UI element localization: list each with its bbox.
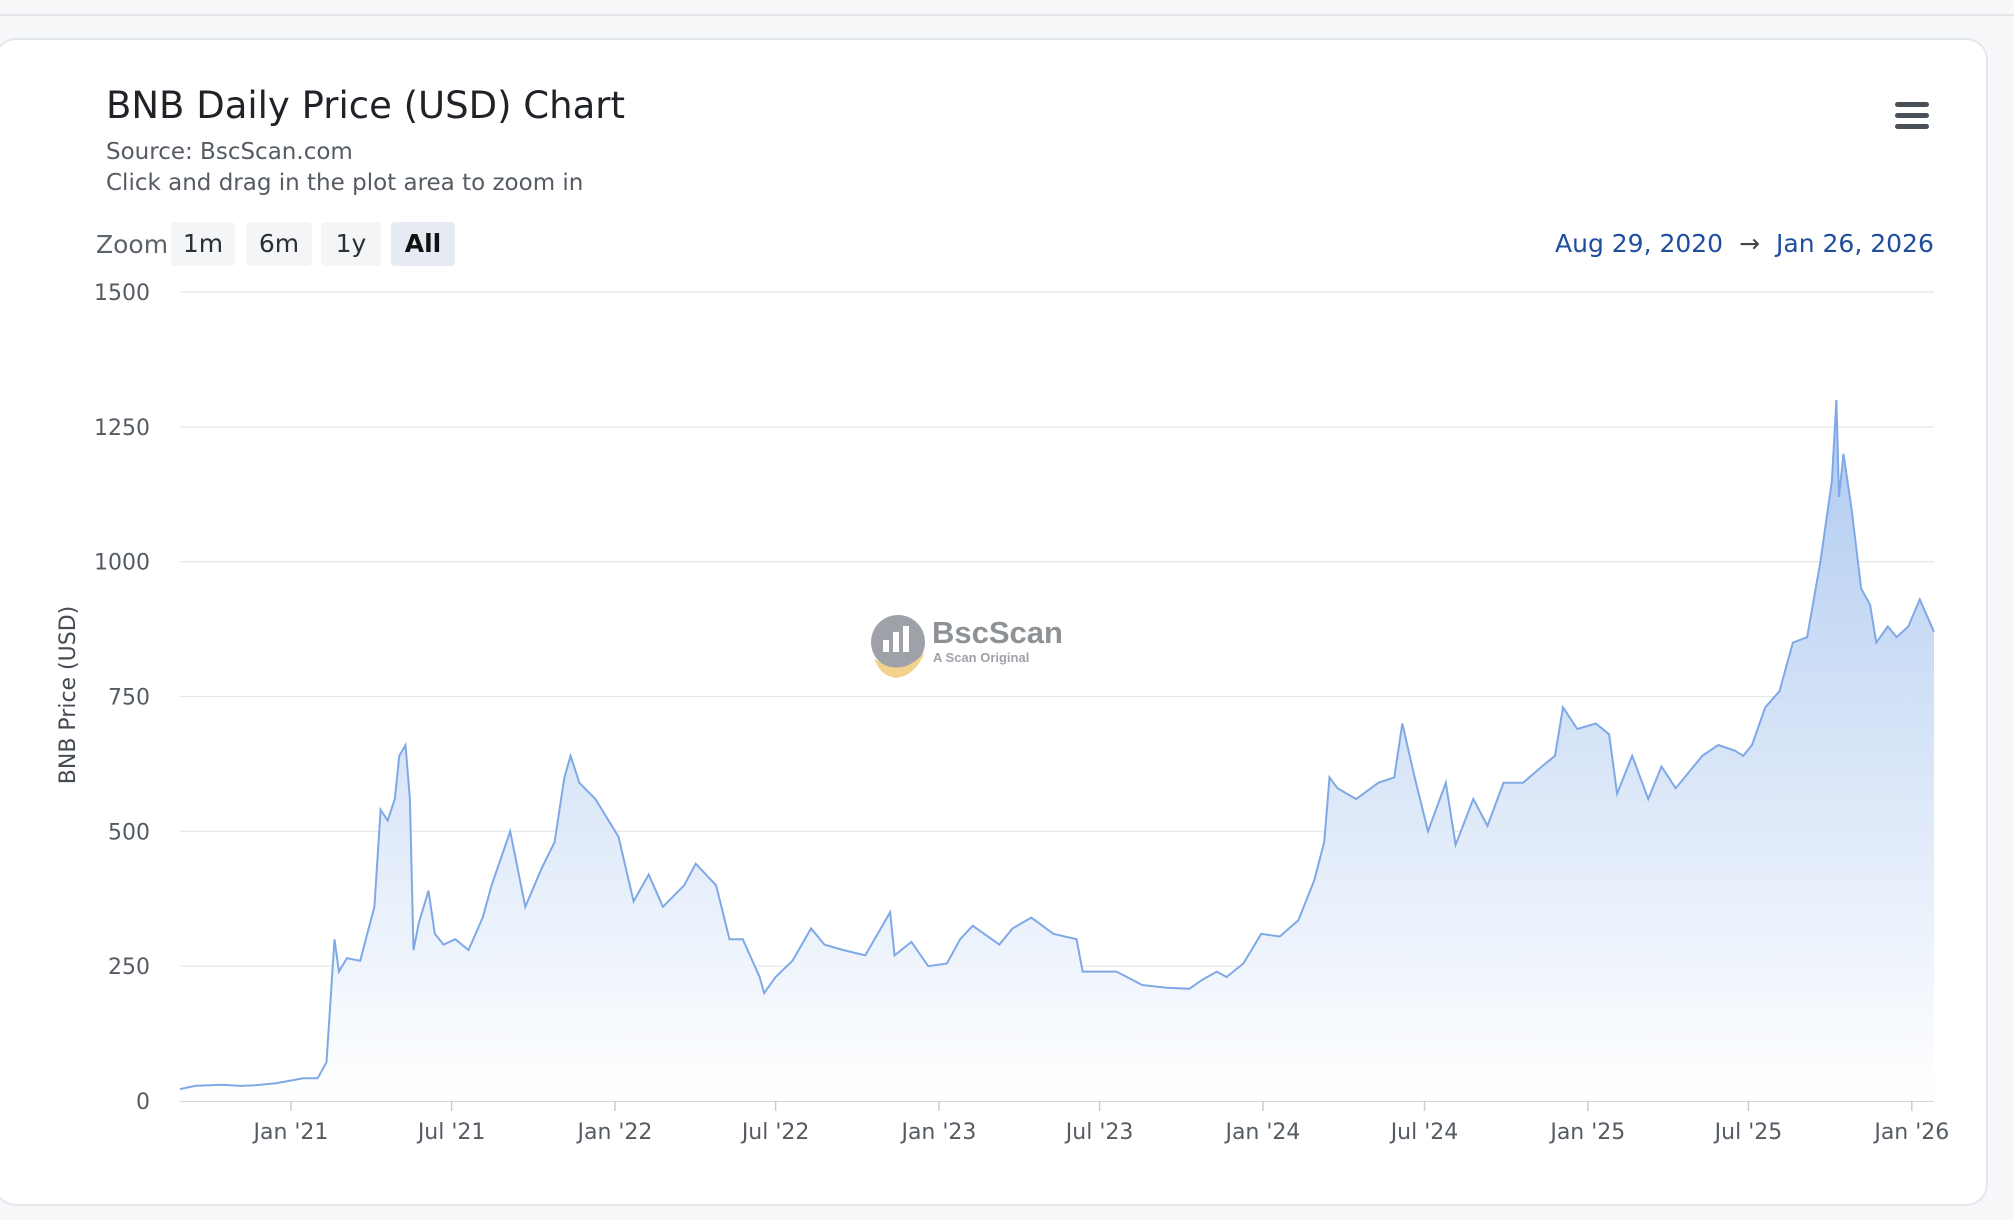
x-tick-label: Jan '22 xyxy=(575,1120,652,1145)
x-tick-label: Jul '21 xyxy=(416,1120,486,1145)
zoom-1m-button[interactable]: 1m xyxy=(171,222,235,266)
x-axis: Jan '21 Jul '21 Jan '22 Jul '22 Jan '23 Jul '… xyxy=(251,1101,1949,1145)
zoom-6m-button[interactable]: 6m xyxy=(246,222,312,266)
x-tick-label: Jul '25 xyxy=(1713,1120,1783,1145)
chart-title: BNB Daily Price (USD) Chart xyxy=(106,84,625,127)
y-tick-label: 1000 xyxy=(94,551,150,576)
watermark-brand: BscScan xyxy=(932,615,1063,650)
x-tick-label: Jul '24 xyxy=(1389,1120,1459,1145)
x-tick-label: Jan '23 xyxy=(899,1120,976,1145)
y-tick-label: 750 xyxy=(108,686,150,711)
y-axis: 0 250 500 750 1000 1250 1500 xyxy=(94,281,150,1115)
range-to-input[interactable]: Jan 26, 2026 xyxy=(1776,229,1934,258)
y-tick-label: 500 xyxy=(108,820,150,845)
price-area xyxy=(180,399,1934,1101)
x-tick-label: Jan '24 xyxy=(1223,1120,1300,1145)
x-tick-label: Jul '22 xyxy=(740,1120,810,1145)
y-axis-title: BNB Price (USD) xyxy=(56,606,81,784)
zoom-label: Zoom xyxy=(96,230,169,259)
chart-source: Source: BscScan.com xyxy=(106,139,353,165)
y-tick-label: 0 xyxy=(136,1090,150,1115)
x-tick-label: Jan '21 xyxy=(251,1120,328,1145)
date-range-display: Aug 29, 2020 → Jan 26, 2026 xyxy=(1555,229,1934,258)
watermark-tagline: A Scan Original xyxy=(933,650,1029,665)
x-tick-label: Jan '26 xyxy=(1872,1120,1949,1145)
y-tick-label: 250 xyxy=(108,955,150,980)
bscscan-logo-icon xyxy=(871,615,925,678)
hamburger-menu-icon[interactable] xyxy=(1893,100,1931,132)
y-tick-label: 1500 xyxy=(94,281,150,306)
watermark: BscScan A Scan Original xyxy=(871,615,1063,678)
top-divider xyxy=(0,14,2014,16)
price-line xyxy=(179,399,1935,1091)
x-tick-label: Jan '25 xyxy=(1548,1120,1625,1145)
range-from-input[interactable]: Aug 29, 2020 xyxy=(1555,229,1724,258)
chart-zoom-hint: Click and drag in the plot area to zoom … xyxy=(106,170,584,196)
chart-subtitle: Source: BscScan.com Click and drag in th… xyxy=(106,137,583,199)
y-tick-label: 1250 xyxy=(94,416,150,441)
zoom-1y-button[interactable]: 1y xyxy=(321,222,381,266)
x-tick-label: Jul '23 xyxy=(1064,1120,1134,1145)
range-arrow-icon: → xyxy=(1739,229,1761,258)
zoom-all-button[interactable]: All xyxy=(391,222,455,266)
